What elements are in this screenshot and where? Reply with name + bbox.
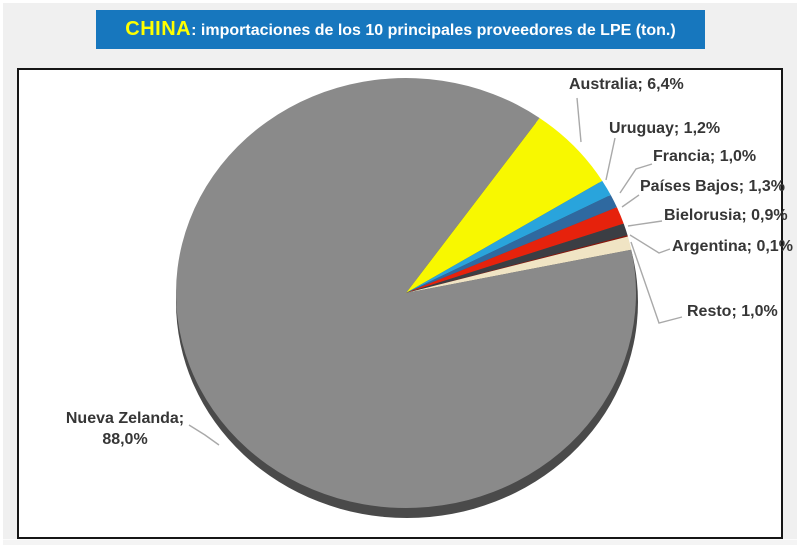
data-label-nueva-zelanda-line1: Nueva Zelanda; bbox=[65, 410, 185, 427]
data-label-resto: Resto; 1,0% bbox=[687, 303, 778, 320]
data-label-bielorusia: Bielorusia; 0,9% bbox=[664, 207, 788, 224]
data-label-francia: Francia; 1,0% bbox=[653, 148, 757, 165]
page: CHINA: importaciones de los 10 principal… bbox=[3, 3, 797, 545]
data-label-nueva-zelanda: Nueva Zelanda; 88,0% bbox=[39, 408, 211, 450]
data-label-nueva-zelanda-line2: 88,0% bbox=[102, 431, 148, 448]
title-highlight: CHINA bbox=[125, 18, 192, 40]
data-label-paises-bajos: Países Bajos; 1,3% bbox=[640, 178, 785, 195]
title-text: : importaciones de los 10 principales pr… bbox=[191, 22, 676, 39]
window-bottom-edge bbox=[3, 539, 797, 545]
data-label-argentina: Argentina; 0,1% bbox=[672, 238, 793, 255]
chart-title-banner: CHINA: importaciones de los 10 principal… bbox=[96, 10, 705, 49]
data-label-uruguay: Uruguay; 1,2% bbox=[609, 120, 721, 137]
chart-panel bbox=[17, 68, 783, 539]
data-label-australia: Australia; 6,4% bbox=[569, 76, 684, 93]
